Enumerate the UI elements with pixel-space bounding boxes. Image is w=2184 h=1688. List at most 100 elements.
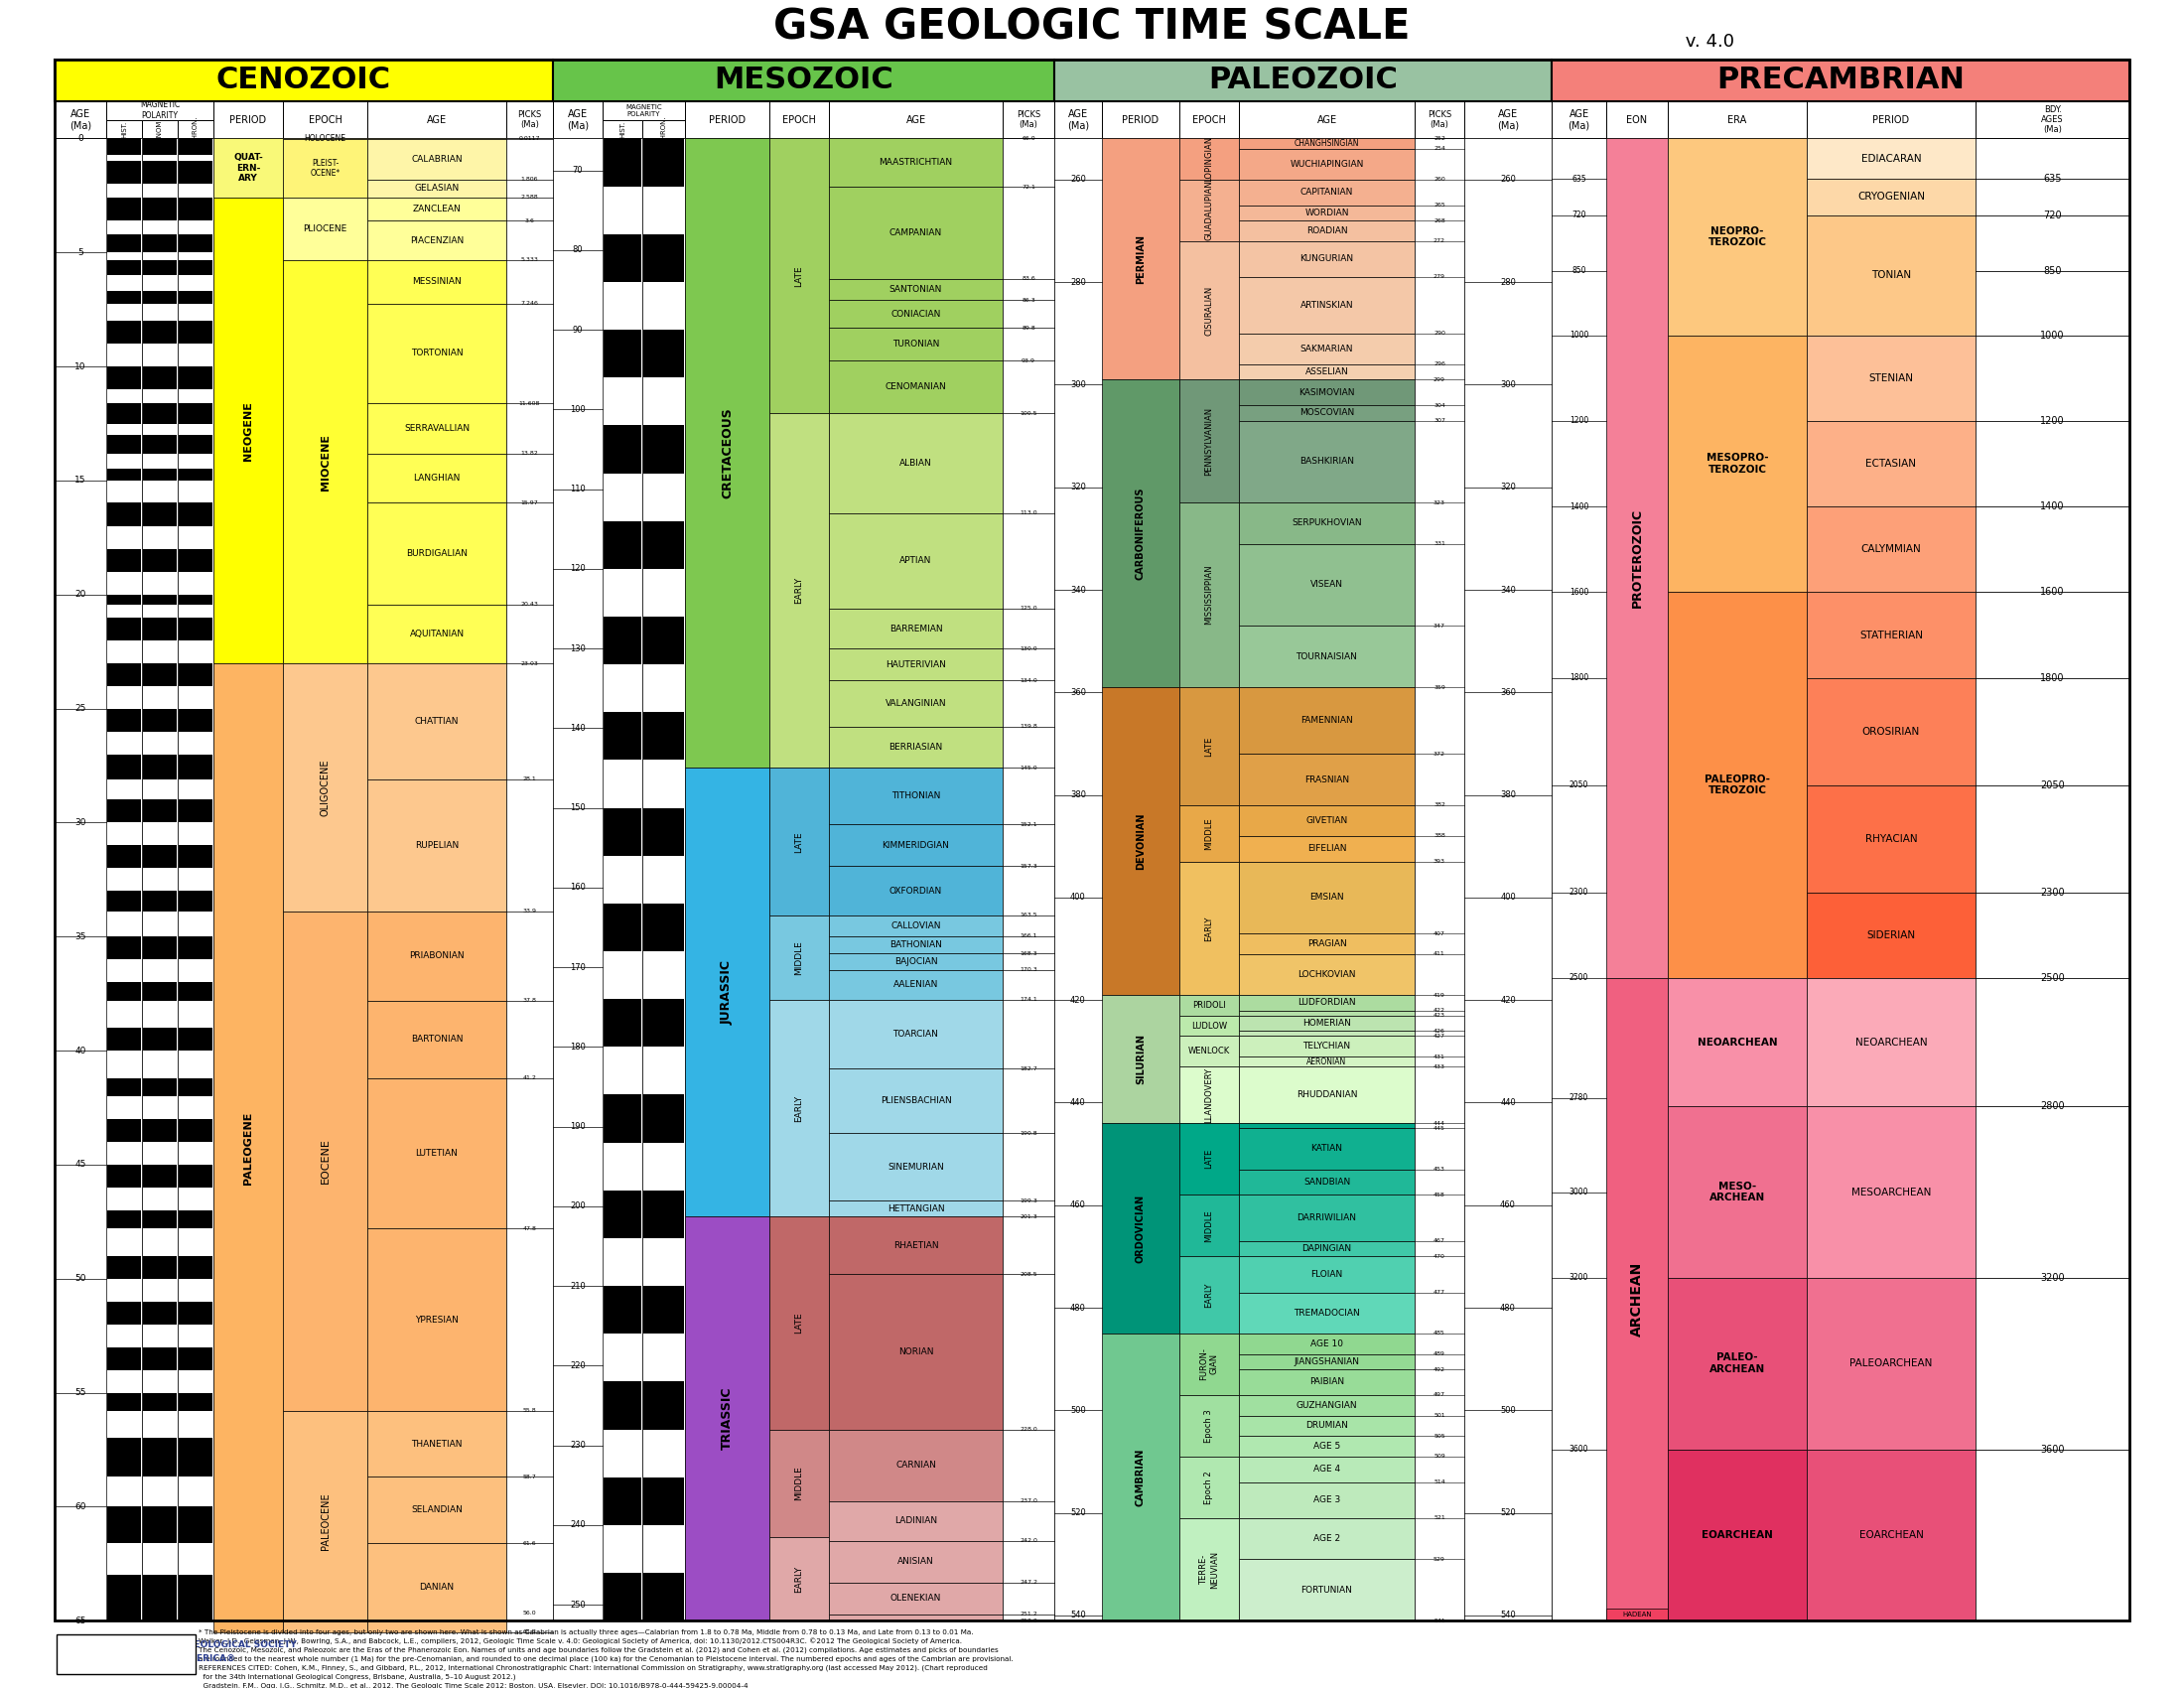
Text: HOMERIAN: HOMERIAN: [1302, 1018, 1352, 1028]
Text: 30: 30: [74, 819, 85, 827]
Bar: [769, 915, 830, 999]
Bar: [644, 1573, 684, 1620]
Bar: [107, 162, 142, 184]
Text: 2050: 2050: [1570, 780, 1588, 790]
Bar: [179, 937, 212, 959]
Bar: [603, 712, 642, 760]
Bar: [107, 1210, 142, 1229]
Text: 23.03: 23.03: [520, 662, 539, 667]
Bar: [603, 1096, 642, 1143]
Bar: [284, 1411, 367, 1632]
Bar: [830, 609, 1002, 648]
Bar: [1605, 101, 1669, 138]
Text: AGE
(Ma): AGE (Ma): [1068, 110, 1090, 130]
Text: HIST.: HIST.: [620, 120, 625, 138]
Bar: [1238, 241, 1415, 277]
Bar: [603, 378, 642, 425]
Text: PERIOD: PERIOD: [710, 115, 745, 125]
Text: AERONIAN: AERONIAN: [1306, 1057, 1348, 1067]
Bar: [603, 1334, 642, 1381]
Bar: [107, 780, 142, 800]
Bar: [284, 260, 367, 663]
Text: 242.0: 242.0: [1020, 1538, 1037, 1543]
Text: 296: 296: [1433, 361, 1446, 366]
Text: RHAETIAN: RHAETIAN: [893, 1241, 939, 1249]
Text: DARRIWILIAN: DARRIWILIAN: [1297, 1214, 1356, 1222]
Text: 45: 45: [74, 1160, 85, 1170]
Bar: [686, 768, 769, 1217]
Text: 279: 279: [1433, 275, 1446, 280]
Bar: [644, 999, 684, 1047]
Bar: [644, 760, 684, 809]
Bar: [284, 138, 367, 197]
Bar: [107, 1477, 142, 1507]
Bar: [179, 1543, 212, 1575]
Bar: [1806, 893, 1977, 977]
Text: LUTETIAN: LUTETIAN: [415, 1150, 459, 1158]
Bar: [142, 1050, 177, 1079]
Text: LATE: LATE: [795, 265, 804, 287]
Bar: [179, 221, 212, 235]
Bar: [142, 1369, 177, 1393]
Text: AGE 2: AGE 2: [1313, 1534, 1341, 1543]
Text: CENOZOIC: CENOZOIC: [216, 66, 391, 95]
Text: 15.97: 15.97: [520, 500, 539, 505]
Text: 230: 230: [570, 1442, 585, 1450]
Text: OLIGOCENE: OLIGOCENE: [321, 760, 330, 815]
Text: 340: 340: [1500, 586, 1516, 594]
Bar: [214, 197, 284, 663]
Bar: [1179, 1195, 1238, 1256]
Text: AGE: AGE: [426, 115, 448, 125]
Bar: [142, 503, 177, 527]
Bar: [603, 120, 642, 138]
Text: 35: 35: [74, 932, 85, 940]
Text: 400: 400: [1070, 893, 1085, 901]
Text: 470: 470: [1433, 1254, 1446, 1259]
Bar: [1238, 1128, 1415, 1170]
Bar: [830, 513, 1002, 609]
Bar: [1103, 994, 1179, 1123]
Text: PALEOARCHEAN: PALEOARCHEAN: [1850, 1359, 1933, 1369]
Bar: [1551, 59, 2129, 101]
Bar: [830, 768, 1002, 824]
Text: 2500: 2500: [1570, 974, 1588, 982]
Bar: [830, 1133, 1002, 1200]
Bar: [1179, 503, 1238, 687]
Bar: [179, 481, 212, 503]
Bar: [142, 344, 177, 366]
Text: CALLOVIAN: CALLOVIAN: [891, 922, 941, 930]
Bar: [1179, 380, 1238, 503]
Bar: [367, 179, 507, 197]
Bar: [644, 378, 684, 425]
Bar: [179, 1028, 212, 1050]
Bar: [830, 969, 1002, 999]
Text: DAPINGIAN: DAPINGIAN: [1302, 1244, 1352, 1252]
Text: 422: 422: [1433, 1008, 1446, 1013]
Text: OROSIRIAN: OROSIRIAN: [1863, 726, 1920, 736]
Text: BARTONIAN: BARTONIAN: [411, 1035, 463, 1043]
Text: 3000: 3000: [1570, 1188, 1588, 1197]
Text: NEOGENE: NEOGENE: [242, 400, 253, 461]
Bar: [603, 809, 642, 856]
Text: 382: 382: [1433, 803, 1446, 807]
Bar: [1238, 626, 1415, 687]
Bar: [769, 414, 830, 768]
Text: are rounded to the nearest whole number (1 Ma) for the pre-Cenomanian, and round: are rounded to the nearest whole number …: [199, 1656, 1013, 1663]
Text: 477: 477: [1433, 1290, 1446, 1295]
Text: 260: 260: [1070, 176, 1085, 184]
Text: 5: 5: [79, 248, 83, 257]
Bar: [1463, 138, 1551, 1620]
Text: 280: 280: [1500, 277, 1516, 287]
Bar: [1179, 1518, 1238, 1620]
Text: LATE: LATE: [795, 830, 804, 852]
Bar: [107, 1323, 142, 1347]
Bar: [830, 1541, 1002, 1582]
Text: 460: 460: [1500, 1200, 1516, 1210]
Text: Gradstein, F.M., Ogg, J.G., Schmitz, M.D., et al., 2012, The Geologic Time Scale: Gradstein, F.M., Ogg, J.G., Schmitz, M.D…: [199, 1683, 749, 1688]
Bar: [179, 868, 212, 891]
Text: MIDDLE: MIDDLE: [795, 940, 804, 976]
Bar: [603, 329, 642, 378]
Bar: [644, 1381, 684, 1430]
Text: 210: 210: [570, 1281, 585, 1290]
Text: 55: 55: [74, 1388, 85, 1398]
